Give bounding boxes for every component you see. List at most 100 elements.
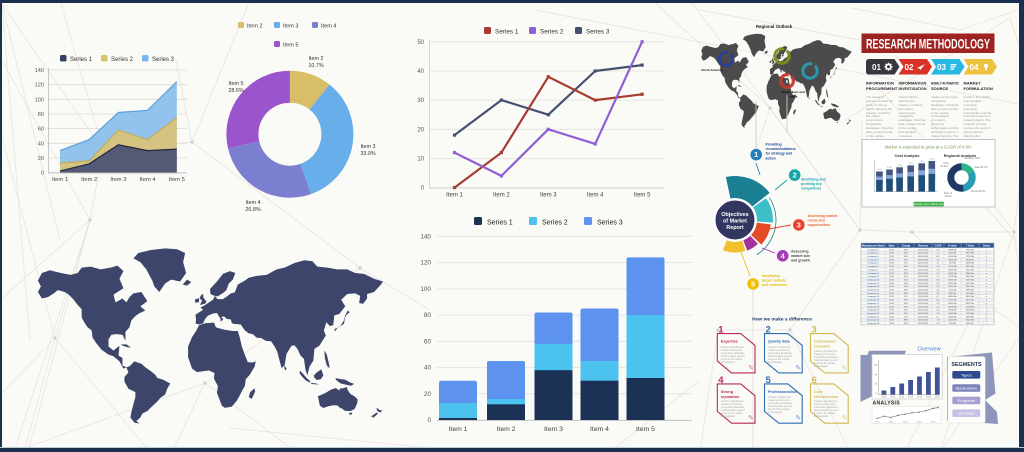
svg-text:Company 5: Company 5 — [867, 263, 879, 265]
svg-text:INFORMATION: INFORMATION — [899, 81, 927, 86]
svg-text:2016: 2016 — [889, 256, 895, 258]
svg-text:2023-2030: 2023-2030 — [918, 313, 929, 315]
svg-text:RESEARCH METHODOLOGY: RESEARCH METHODOLOGY — [866, 36, 990, 52]
svg-text:Company 23: Company 23 — [867, 323, 880, 325]
svg-text:2023-2030: 2023-2030 — [918, 253, 929, 255]
svg-text:4633 Mn: 4633 Mn — [948, 259, 957, 261]
svg-text:6201 Mn: 6201 Mn — [948, 269, 957, 271]
svg-text:17%: 17% — [904, 316, 908, 318]
svg-text:6.1: 6.1 — [936, 306, 940, 308]
svg-text:2.4%: 2.4% — [929, 159, 934, 161]
svg-text:2016: 2016 — [889, 290, 895, 292]
svg-text:40: 40 — [38, 141, 44, 147]
svg-text:20: 20 — [38, 156, 44, 162]
svg-text:7.9: 7.9 — [936, 320, 940, 322]
svg-text:2016: 2016 — [889, 320, 895, 322]
svg-text:Item 1: Item 1 — [449, 426, 468, 433]
svg-text:78%: 78% — [904, 300, 908, 302]
svg-text:520 Mn: 520 Mn — [949, 263, 957, 265]
svg-text:6.2: 6.2 — [936, 300, 940, 302]
svg-text:2014: 2014 — [917, 396, 923, 399]
svg-text:Series 2: Series 2 — [542, 219, 568, 226]
svg-text:Series 3: Series 3 — [586, 28, 610, 35]
svg-text:2016: 2016 — [889, 286, 895, 288]
svg-text:2016: 2016 — [889, 300, 895, 302]
svg-text:North America: North America — [701, 68, 722, 72]
svg-text:Item 5: Item 5 — [229, 81, 244, 87]
svg-text:x: x — [986, 303, 988, 305]
svg-text:8601 Mn: 8601 Mn — [966, 296, 975, 298]
svg-text:2.4%: 2.4% — [919, 161, 924, 163]
svg-text:x: x — [986, 279, 988, 281]
svg-text:Item 2: Item 2 — [497, 426, 516, 433]
svg-text:2023-2030: 2023-2030 — [918, 316, 929, 318]
svg-text:3.7: 3.7 — [936, 273, 940, 275]
svg-text:x: x — [986, 293, 988, 295]
svg-text:8.3: 8.3 — [936, 283, 940, 285]
svg-text:x: x — [986, 310, 988, 312]
svg-text:20: 20 — [424, 391, 432, 398]
svg-text:Series 3: Series 3 — [152, 57, 175, 63]
svg-text:x: x — [986, 276, 988, 278]
svg-text:40: 40 — [417, 69, 424, 75]
svg-text:4.7: 4.7 — [936, 296, 940, 298]
svg-text:x: x — [986, 263, 988, 265]
svg-text:26.8%: 26.8% — [245, 207, 260, 213]
svg-text:7859 Mn: 7859 Mn — [948, 276, 957, 278]
svg-text:2: 2 — [766, 325, 771, 336]
svg-text:Item 2: Item 2 — [493, 193, 510, 199]
svg-text:6455 Mn: 6455 Mn — [948, 273, 957, 275]
svg-text:Company 10: Company 10 — [867, 279, 880, 281]
svg-text:2023-2030: 2023-2030 — [918, 263, 929, 265]
svg-text:5176 Mn: 5176 Mn — [948, 266, 957, 268]
svg-text:Cost: Cost — [814, 390, 823, 394]
svg-text:2.4%: 2.4% — [887, 167, 892, 169]
svg-text:MARKET: MARKET — [964, 81, 982, 86]
svg-text:x: x — [986, 316, 988, 318]
svg-text:3921 Mn: 3921 Mn — [966, 290, 975, 292]
svg-text:✎: ✎ — [841, 365, 847, 372]
svg-text:competitors: competitors — [801, 187, 821, 191]
svg-text:9746 Mn: 9746 Mn — [948, 310, 957, 312]
svg-text:Company 12: Company 12 — [867, 286, 880, 288]
svg-text:x: x — [986, 323, 988, 325]
svg-text:6: 6 — [812, 375, 817, 386]
svg-text:SOURCE: SOURCE — [931, 86, 948, 91]
svg-text:✎: ✎ — [748, 415, 754, 422]
svg-text:2011: 2011 — [890, 396, 896, 399]
svg-text:Overview: Overview — [917, 347, 941, 353]
svg-text:2016: 2016 — [889, 263, 895, 265]
svg-text:4646 Mn: 4646 Mn — [948, 316, 957, 318]
svg-text:research: research — [814, 345, 831, 349]
svg-text:2016: 2016 — [889, 269, 895, 271]
svg-text:x: x — [986, 290, 988, 292]
svg-text:opportunities: opportunities — [808, 223, 830, 227]
svg-text:2016: 2016 — [889, 313, 895, 315]
svg-text:Item 2: Item 2 — [247, 23, 263, 29]
svg-text:reputation: reputation — [721, 395, 740, 399]
svg-text:Change: Change — [902, 244, 911, 247]
svg-text:4.4: 4.4 — [936, 290, 940, 292]
svg-text:Expertise: Expertise — [721, 340, 738, 344]
svg-text:2023-2030: 2023-2030 — [918, 320, 929, 322]
svg-text:Series 1: Series 1 — [70, 57, 93, 63]
svg-text:Company 13: Company 13 — [867, 290, 880, 292]
svg-text:Item 1: Item 1 — [446, 193, 463, 199]
svg-text:Item 2: Item 2 — [81, 177, 97, 183]
svg-text:50: 50 — [417, 40, 424, 46]
svg-text:4: 4 — [718, 375, 724, 386]
svg-text:2.6: 2.6 — [936, 303, 940, 305]
svg-text:2010: 2010 — [875, 421, 881, 423]
svg-text:3.1: 3.1 — [936, 293, 940, 295]
svg-text:4: 4 — [781, 251, 786, 260]
svg-text:✎: ✎ — [795, 365, 801, 372]
svg-text:4687 Mn: 4687 Mn — [966, 276, 975, 278]
svg-text:T Value: T Value — [966, 244, 975, 247]
svg-text:3736 Mn: 3736 Mn — [966, 256, 975, 258]
svg-text:2016: 2016 — [889, 279, 895, 281]
svg-text:Company 14: Company 14 — [867, 293, 880, 295]
svg-text:2016: 2016 — [889, 253, 895, 255]
svg-text:Cost Analysis: Cost Analysis — [895, 154, 920, 158]
svg-text:60: 60 — [874, 364, 877, 367]
svg-text:Item 3: Item 3 — [110, 177, 126, 183]
